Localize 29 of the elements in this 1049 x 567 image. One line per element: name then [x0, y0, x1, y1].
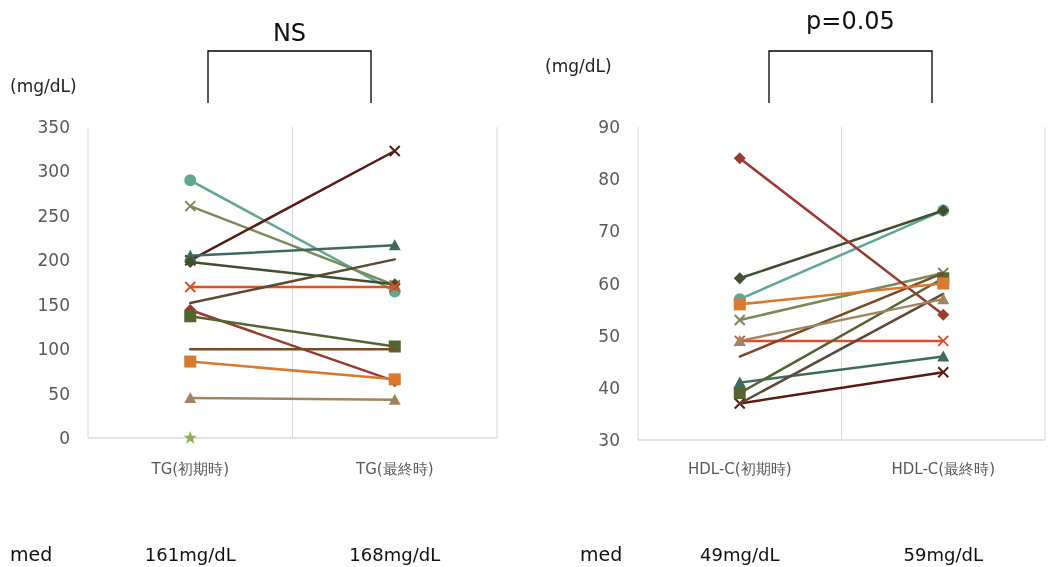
- y-tick-label: 90: [598, 117, 620, 137]
- text: med: [10, 543, 53, 565]
- x-tick-label: TG(初期時): [150, 460, 229, 478]
- x-tick-label: HDL-C(最終時): [891, 460, 996, 478]
- text: NS: [272, 19, 307, 47]
- y-tick-label: 0: [59, 428, 70, 448]
- y-tick-label: 300: [37, 161, 70, 182]
- x-tick-label: HDL-C(初期時): [687, 460, 792, 478]
- y-tick-label: 80: [598, 169, 620, 190]
- y-tick-label: 250: [37, 205, 70, 226]
- text: 161mg/dL: [144, 544, 236, 565]
- y-tick-label: 50: [48, 383, 70, 404]
- y-tick-label: 100: [37, 339, 70, 360]
- y-tick-label: 200: [37, 250, 70, 271]
- text: p=0.05: [806, 7, 895, 35]
- y-axis-title: (mg/dL): [10, 76, 77, 96]
- y-tick-label: 50: [598, 325, 620, 346]
- y-axis-title: (mg/dL): [545, 56, 612, 76]
- text: 49mg/dL: [700, 544, 780, 565]
- y-tick-label: 60: [598, 273, 620, 294]
- y-tick-label: 350: [37, 117, 70, 137]
- text: 168mg/dL: [349, 544, 441, 565]
- text: med: [580, 543, 623, 565]
- y-tick-label: 150: [37, 294, 70, 315]
- y-tick-label: 70: [598, 221, 620, 242]
- y-tick-label: 40: [598, 377, 620, 398]
- y-tick-label: 30: [598, 430, 620, 450]
- x-tick-label: TG(最終時): [355, 460, 434, 478]
- text: 59mg/dL: [903, 544, 983, 565]
